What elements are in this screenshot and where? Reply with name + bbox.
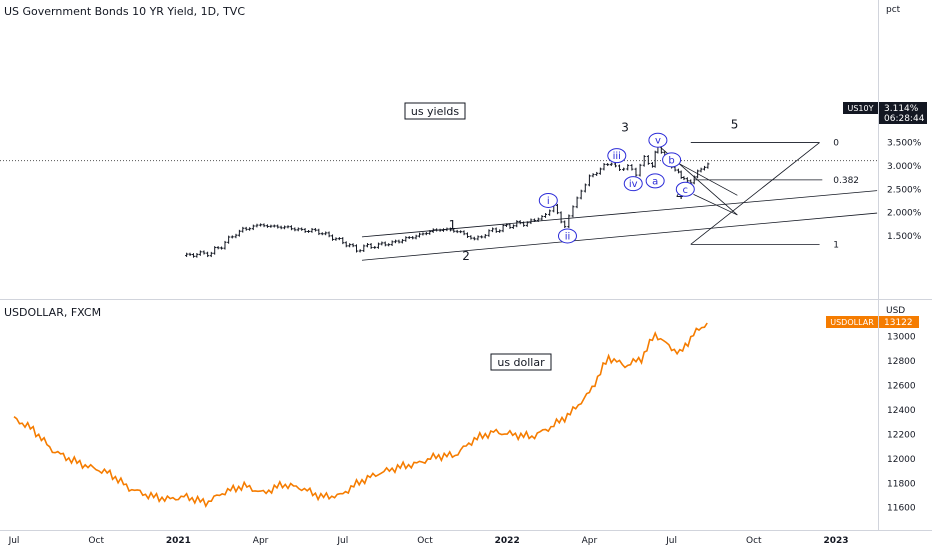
bottom-pane-title: USDOLLAR, FXCM <box>4 306 101 319</box>
us-yields-callout[interactable]: us yields <box>404 102 466 120</box>
label-text: c <box>683 185 689 196</box>
major-wave-label: 2 <box>462 249 470 263</box>
us10y-value: 3.114% <box>884 104 919 114</box>
circled-wave-label: a <box>645 173 665 189</box>
time-axis-label: 2021 <box>166 536 191 546</box>
time-axis-label: Oct <box>88 536 104 546</box>
top-axis-unit: pct <box>886 5 901 15</box>
usdollar-price-tag: USDOLLAR 13122 <box>826 316 919 328</box>
circled-wave-label: ii <box>557 228 577 244</box>
fib-level-label: 1 <box>833 240 839 250</box>
bottom-y-tick-label: 12800 <box>887 357 916 367</box>
circled-wave-label: iv <box>623 176 643 192</box>
circled-wave-label: iii <box>607 148 627 164</box>
bottom-y-tick-label: 12600 <box>887 381 916 391</box>
major-wave-label: 1 <box>449 218 457 232</box>
time-axis-labels: Jul Oct 2021 Apr Jul Oct 2022 Apr Jul Oct 2023 <box>8 536 849 546</box>
label-circle <box>623 176 643 192</box>
circled-wave-label: b <box>662 152 682 168</box>
major-wave-label: 3 <box>621 120 629 134</box>
channel-lower-line[interactable] <box>361 212 878 261</box>
label-text: i <box>547 196 550 207</box>
fib-level-label: 0.382 <box>833 176 859 186</box>
wave4-connector-line[interactable] <box>693 194 738 216</box>
time-axis-label: Oct <box>746 536 762 546</box>
fib-level-label: 0 <box>833 139 839 149</box>
label-circle <box>557 228 577 244</box>
label-text: v <box>655 136 661 147</box>
circled-wave-label: c <box>675 181 695 197</box>
top-y-tick-label: 3.500% <box>887 139 922 149</box>
top-y-tick-label: 1.500% <box>887 232 922 242</box>
top-pane-title: US Government Bonds 10 YR Yield, 1D, TVC <box>4 5 245 18</box>
usdollar-series-line <box>13 322 708 509</box>
label-circle <box>662 152 682 168</box>
label-circle <box>645 173 665 189</box>
circled-wave-label: v <box>648 132 668 148</box>
label-text: a <box>652 176 658 187</box>
us10y-countdown: 06:28:44 <box>884 114 925 124</box>
us10y-symbol: US10Y <box>848 104 874 113</box>
bottom-y-tick-label: 12000 <box>887 455 916 465</box>
label-text: iii <box>613 151 621 162</box>
label-circle <box>648 132 668 148</box>
wave-labels: 00.382112345iiiiiiivvabc <box>449 118 859 264</box>
top-pane-plot-area[interactable] <box>0 0 878 299</box>
us-yields-text: us yields <box>411 105 460 118</box>
circled-wave-label: i <box>538 192 558 208</box>
us-dollar-callout[interactable]: us dollar <box>490 353 552 371</box>
bottom-y-tick-label: 11800 <box>887 479 916 489</box>
time-axis-label: 2022 <box>495 536 520 546</box>
label-text: ii <box>565 231 571 242</box>
label-text: b <box>668 155 674 166</box>
wave-corrective-line-a[interactable] <box>652 139 738 216</box>
label-text: iv <box>629 179 638 190</box>
bottom-y-tick-label: 13000 <box>887 333 916 343</box>
bottom-y-tick-label: 11600 <box>887 504 916 514</box>
time-axis-label: Jul <box>665 536 677 546</box>
label-circle <box>607 148 627 164</box>
top-y-tick-label: 2.000% <box>887 209 922 219</box>
bottom-axis-unit: USD <box>886 306 905 316</box>
top-y-tick-label: 2.500% <box>887 185 922 195</box>
bottom-y-ticks: 11600 11800 12000 12200 12400 12600 12800 13000 <box>887 333 916 514</box>
top-y-ticks: 1.500%2.000%2.500%3.000%3.500%4.000% <box>887 115 922 242</box>
bottom-y-tick-label: 12200 <box>887 430 916 440</box>
major-wave-label: 5 <box>731 118 739 132</box>
usdollar-value: 13122 <box>884 318 913 328</box>
us-dollar-text: us dollar <box>497 356 545 369</box>
time-axis-label: Oct <box>417 536 433 546</box>
time-axis-label: Jul <box>336 536 348 546</box>
bottom-pane-plot-area[interactable] <box>0 301 878 530</box>
time-axis-label: Apr <box>253 536 269 546</box>
time-axis-label: Apr <box>582 536 598 546</box>
top-y-tick-label: 3.000% <box>887 162 922 172</box>
time-axis-label: Jul <box>8 536 20 546</box>
time-axis-label: 2023 <box>823 536 848 546</box>
bottom-y-tick-label: 12400 <box>887 406 916 416</box>
label-circle <box>675 181 695 197</box>
label-circle <box>538 192 558 208</box>
fib-diagonal-line[interactable] <box>690 142 820 245</box>
usdollar-symbol: USDOLLAR <box>830 318 874 327</box>
us10y-price-tag: US10Y 3.114% 06:28:44 <box>843 102 927 124</box>
